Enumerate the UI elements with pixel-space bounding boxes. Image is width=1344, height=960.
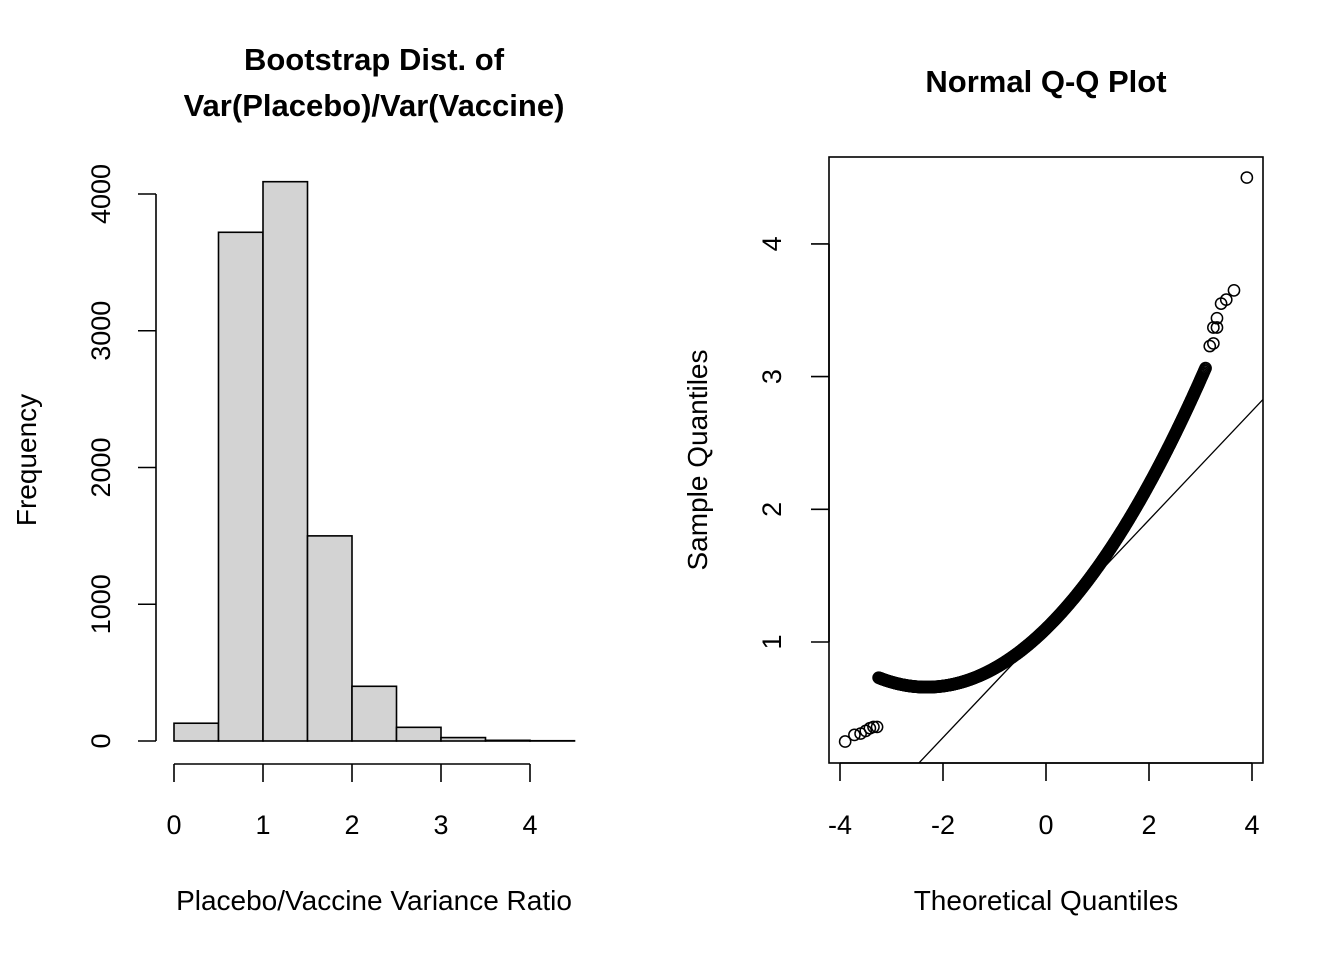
histogram-title-line1: Bootstrap Dist. of (244, 42, 505, 77)
qq-x-axis: -4 -2 0 2 4 (828, 762, 1260, 840)
histogram-bar-6 (440, 736, 487, 742)
histogram-bars (173, 180, 576, 742)
qq-point-545 (1240, 171, 1254, 184)
qq-point-541 (1210, 311, 1224, 325)
histogram-title-line2: Var(Placebo)/Var(Vaccine) (184, 88, 565, 123)
histogram-x-tick-label-1: 1 (255, 810, 270, 840)
qq-x-tick-label-0: -4 (828, 810, 852, 840)
qq-point-540 (1210, 321, 1224, 334)
qq-y-tick-label-2: 3 (757, 369, 787, 384)
histogram-y-tick-label-4: 4000 (86, 164, 116, 224)
qq-point-543 (1219, 293, 1233, 306)
histogram-bar-5 (395, 726, 442, 742)
qq-title: Normal Q-Q Plot (925, 64, 1166, 99)
histogram-bar-0 (173, 722, 220, 742)
histogram-y-axis: 0 1000 2000 3000 4000 (86, 164, 157, 749)
qq-x-tick-label-3: 2 (1141, 810, 1156, 840)
qq-point-538 (1207, 337, 1220, 350)
qq-y-tick-label-0: 1 (757, 634, 787, 649)
histogram-y-tick-label-3: 3000 (86, 301, 116, 361)
qq-x-tick-label-2: 0 (1038, 810, 1053, 840)
qq-plot-panel: Normal Q-Q Plot -4 -2 0 2 4 1 2 3 4 Theoretical… (682, 64, 1264, 916)
histogram-y-tick-label-2: 2000 (86, 437, 116, 497)
histogram-y-tick-label-0: 0 (86, 733, 116, 748)
histogram-y-label: Frequency (11, 394, 42, 526)
qq-y-tick-label-3: 4 (757, 236, 787, 251)
histogram-x-tick-label-0: 0 (166, 810, 181, 840)
qq-x-tick-label-4: 4 (1244, 810, 1259, 840)
histogram-x-tick-label-3: 3 (433, 810, 448, 840)
histogram-bar-3 (306, 535, 353, 742)
qq-point-536 (870, 720, 884, 734)
qq-point-535 (867, 720, 880, 734)
qq-x-tick-label-1: -2 (931, 810, 955, 840)
histogram-panel: Bootstrap Dist. of Var(Placebo)/Var(Vacc… (11, 42, 576, 916)
histogram-bar-1 (217, 231, 264, 742)
qq-plot-box (828, 156, 1264, 764)
qq-point-531 (848, 728, 861, 742)
qq-point-529 (1199, 361, 1212, 375)
qq-y-axis: 1 2 3 4 (757, 236, 830, 650)
qq-x-label: Theoretical Quantiles (914, 885, 1179, 916)
histogram-bar-7 (484, 739, 531, 742)
histogram-bar-4 (351, 685, 398, 742)
histogram-y-tick-label-1: 1000 (86, 574, 116, 634)
qq-y-label: Sample Quantiles (682, 349, 713, 570)
qq-y-tick-label-1: 2 (757, 502, 787, 517)
qq-plot-area (838, 171, 1263, 763)
qq-point-544 (1227, 283, 1241, 297)
qq-point-537 (1203, 339, 1217, 353)
histogram-bar-2 (262, 180, 309, 742)
qq-point-530 (838, 735, 852, 748)
histogram-x-tick-label-4: 4 (522, 810, 537, 840)
histogram-x-label: Placebo/Vaccine Variance Ratio (176, 885, 572, 916)
histogram-x-axis: 0 1 2 3 4 (166, 763, 538, 840)
histogram-x-tick-label-2: 2 (344, 810, 359, 840)
qq-points (838, 171, 1254, 748)
